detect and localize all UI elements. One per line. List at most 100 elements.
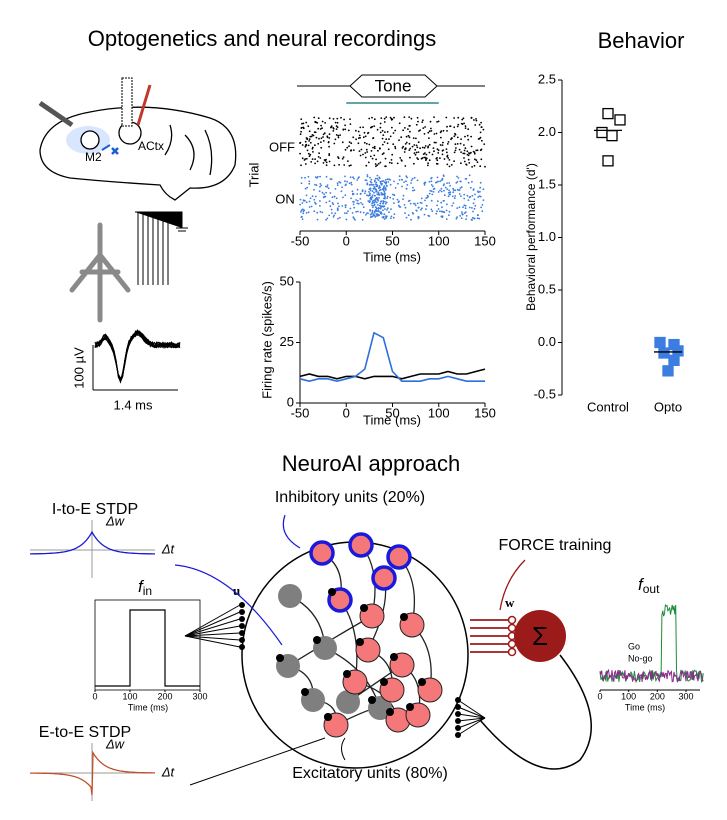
spike [449,184,451,187]
scale-label: 1.4 ms [113,397,153,412]
spike [442,175,445,178]
spike [374,206,377,209]
spike [313,131,316,134]
spike [428,159,431,162]
spike [454,189,457,192]
spike [347,210,349,213]
spike [368,117,371,120]
spike [305,121,308,124]
spike [318,190,321,193]
synapse [400,613,408,621]
spike [389,135,392,138]
spike [346,180,348,183]
y-tick-label: 25 [280,334,294,349]
spike [423,213,426,216]
spike [471,166,473,168]
spike [353,217,355,220]
feedback-connection [457,717,486,729]
spike [345,212,348,215]
spike [372,137,374,140]
spike [452,187,454,190]
spike [355,129,357,132]
spike [462,206,464,209]
spike [382,216,384,219]
spike [430,199,433,202]
spike [326,217,329,220]
spike [378,214,381,217]
spike [379,204,381,207]
spike [446,182,448,185]
spike [435,162,438,165]
spike [413,152,416,155]
spike [333,142,336,145]
spike [463,149,466,152]
spike [368,143,371,146]
spike [476,214,479,217]
spike [338,181,341,183]
spike [449,193,452,196]
spike [382,186,385,189]
spike [456,216,458,219]
spike [481,204,484,206]
synapse [239,630,245,636]
synapse [239,602,245,608]
spike [397,182,399,185]
spike [470,135,472,138]
spike [425,157,428,160]
spike [300,130,302,133]
spike [403,204,406,206]
synapse [239,623,245,629]
spike [376,214,379,217]
unit-inhibitory [309,540,335,566]
spike [396,162,399,165]
spike [467,138,470,141]
spike [310,205,313,208]
tone-box [297,74,485,98]
spike [415,210,418,212]
spike [477,138,480,140]
spike [446,154,449,157]
spike [482,128,485,131]
spike [321,211,324,214]
spike [437,149,440,152]
spike [370,150,373,152]
spike [359,154,362,157]
spike [358,134,361,137]
spike [386,207,389,210]
spike [436,157,438,159]
x-tick-label: 100 [428,405,450,420]
spike [334,138,337,141]
spike [464,207,467,210]
spike [351,190,354,193]
feedback-connection [457,717,486,722]
spike [367,161,370,164]
spike [351,193,354,196]
x-tick-label: 0 [343,405,350,420]
spike [373,125,376,127]
waveform [94,329,181,384]
spike [427,145,430,148]
spike [449,191,452,194]
spike [302,126,305,129]
spike [328,160,331,163]
spike [451,137,453,140]
spike [431,153,434,156]
spike [448,159,451,161]
sum-unit [514,610,566,662]
spike [473,151,476,154]
spike [350,164,352,167]
spike [472,202,475,205]
spike [448,210,451,213]
spike [401,147,404,149]
weight-label: u [233,583,240,598]
input-connection [184,618,241,637]
spike [359,211,362,214]
spike [377,199,380,202]
synapse [239,637,245,643]
spike [359,198,362,200]
spike [316,218,319,221]
spike [334,212,337,215]
spike [471,194,474,197]
spike [326,136,329,139]
spike [332,127,335,130]
